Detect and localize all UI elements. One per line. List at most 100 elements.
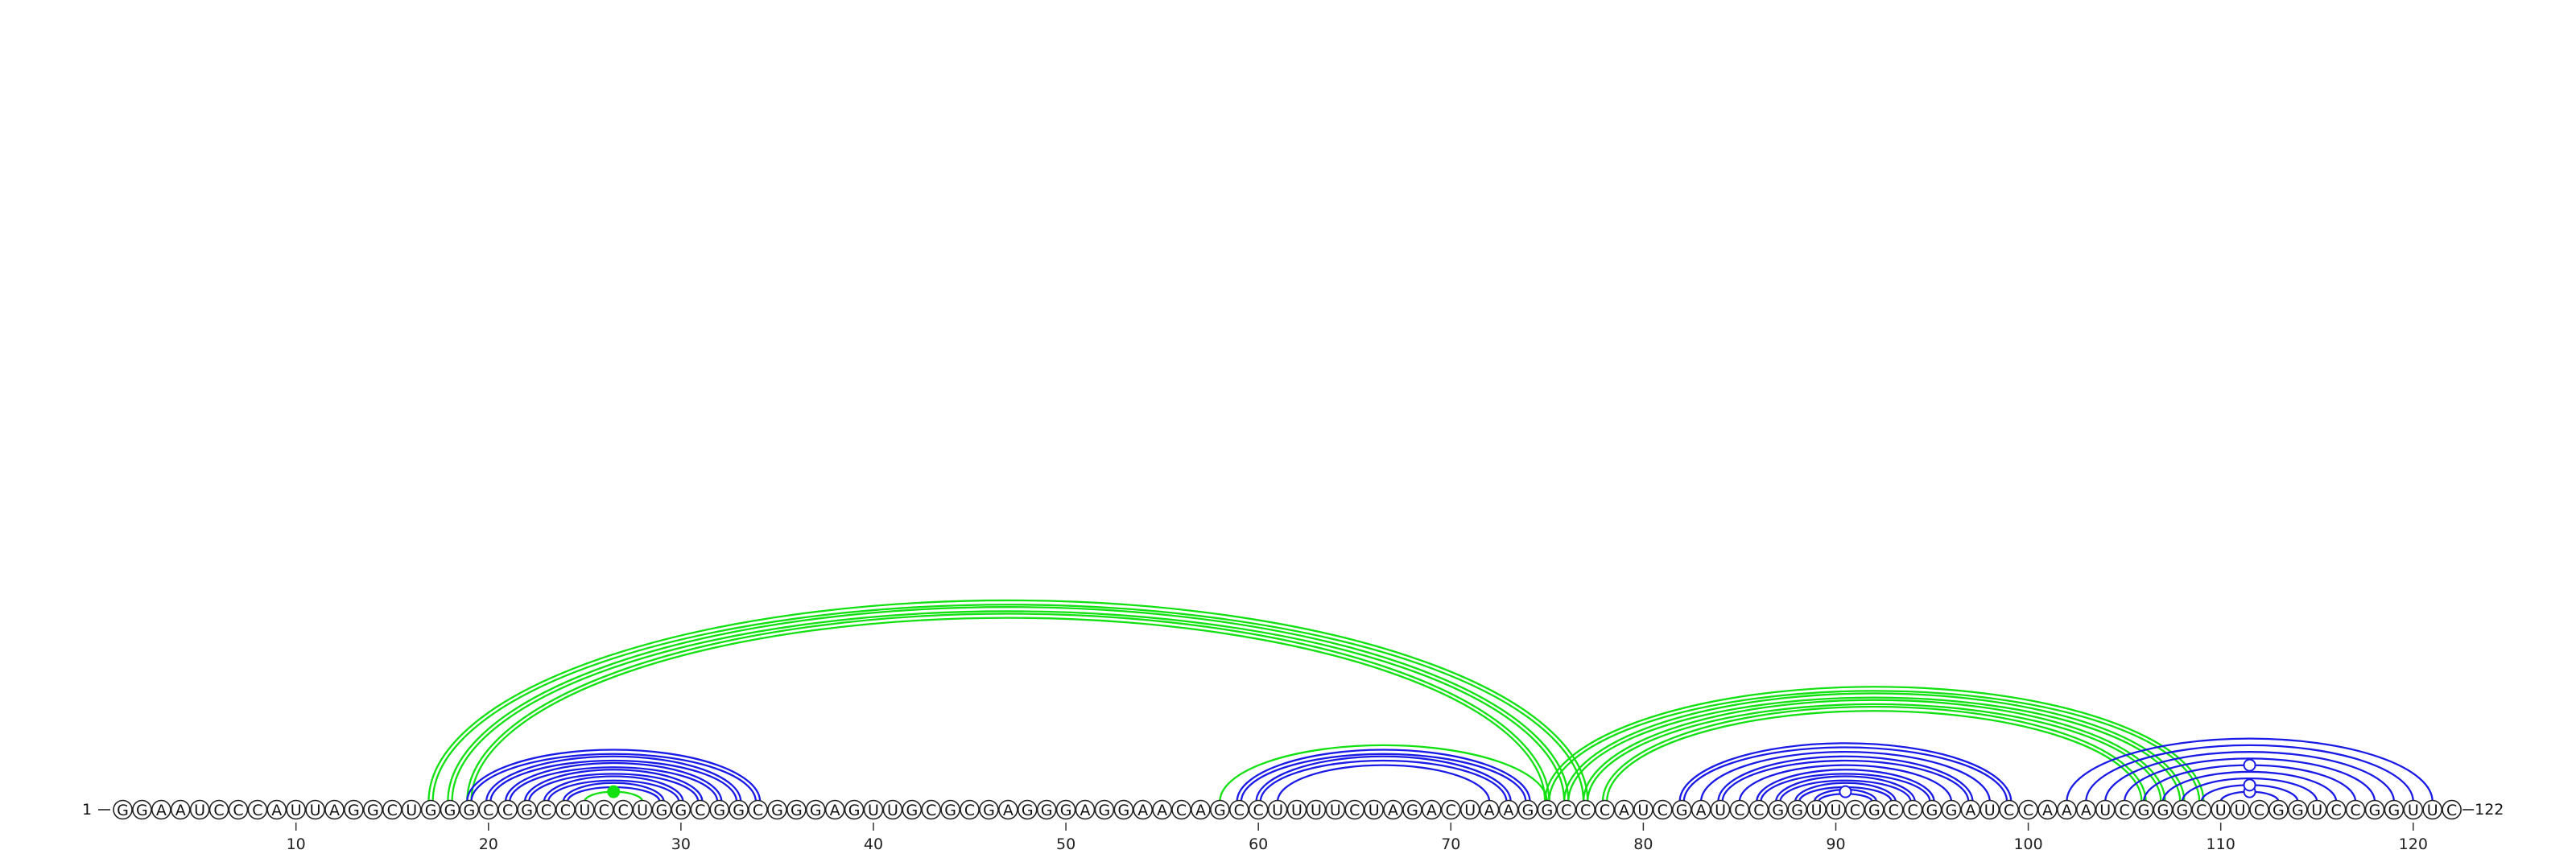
nucleotide-82-letter: G	[1676, 802, 1688, 819]
nucleotide-96-circle	[1941, 799, 1962, 820]
nucleotide-28: U	[632, 799, 653, 820]
nucleotide-47: A	[998, 799, 1018, 820]
nucleotide-45-circle	[960, 799, 980, 820]
nucleotide-53-circle	[1113, 799, 1134, 820]
nucleotide-48-letter: G	[1022, 802, 1034, 819]
nucleotide-77-circle	[1575, 799, 1596, 820]
base-pair-arc-17-77-inner	[431, 604, 1585, 802]
nucleotide-87: G	[1768, 799, 1789, 820]
nucleotide-27: C	[613, 799, 634, 820]
nucleotide-107-circle	[2153, 799, 2174, 820]
nucleotide-116-letter: C	[2331, 802, 2342, 819]
nucleotide-109-circle	[2191, 799, 2212, 820]
nucleotide-112: C	[2249, 799, 2269, 820]
nucleotide-118-letter: G	[2369, 802, 2381, 819]
position-axis: 10 20 30 40 50 60 70 80 90 100 110 120	[287, 823, 2428, 853]
nucleotide-55-letter: A	[1157, 802, 1167, 819]
base-pair-arc-82-99-outer	[1678, 742, 2013, 802]
backbone: 1 122	[82, 801, 2504, 819]
nucleotide-74-letter: G	[1522, 802, 1534, 819]
base-pair-arc-88-93-outer	[1794, 782, 1897, 802]
nucleotide-50-circle	[1055, 799, 1076, 820]
nucleotide-62-letter: U	[1291, 802, 1302, 819]
nucleotide-119: G	[2384, 799, 2405, 820]
nucleotide-71-circle	[1459, 799, 1480, 820]
nucleotide-11-circle	[305, 799, 325, 820]
nucleotide-1-circle	[113, 799, 133, 820]
nucleotide-36-letter: G	[791, 802, 803, 819]
base-pair-arc-85-96	[1738, 764, 1953, 802]
nucleotide-56-circle	[1171, 799, 1191, 820]
nucleotide-76: C	[1556, 799, 1577, 820]
nucleotide-116: C	[2326, 799, 2347, 820]
nucleotide-52-letter: G	[1099, 802, 1111, 819]
base-pair-arc-20-33-inner	[489, 759, 738, 802]
nucleotide-13: G	[344, 799, 364, 820]
nucleotide-103-circle	[2076, 799, 2096, 820]
base-pair-arc-19-75-inner	[470, 617, 1546, 802]
nucleotide-15: C	[382, 799, 402, 820]
base-pair-arc-18-76-outer	[447, 606, 1570, 802]
nucleotide-68: G	[1402, 799, 1422, 820]
nucleotide-94-letter: C	[1907, 802, 1918, 819]
nucleotide-6-letter: C	[213, 802, 224, 819]
nucleotide-17: G	[420, 799, 441, 820]
nucleotide-72: A	[1479, 799, 1500, 820]
nucleotide-111-letter: U	[2235, 802, 2246, 819]
nucleotide-27-letter: C	[618, 802, 629, 819]
nucleotide-77: C	[1575, 799, 1596, 820]
nucleotide-26: C	[593, 799, 614, 820]
base-pair-arc-105-118	[2123, 757, 2376, 802]
nucleotide-91: C	[1845, 799, 1865, 820]
nucleotide-102: A	[2057, 799, 2077, 820]
nucleotide-65: C	[1344, 799, 1365, 820]
nucleotide-59: C	[1228, 799, 1249, 820]
nucleotide-108-letter: G	[2177, 802, 2189, 819]
nucleotide-16-letter: U	[406, 802, 417, 819]
nucleotide-79: A	[1614, 799, 1634, 820]
nucleotide-5-letter: U	[194, 802, 205, 819]
nucleotide-14: G	[363, 799, 383, 820]
nucleotide-15-letter: C	[387, 802, 398, 819]
base-pair-arc-59-74-inner	[1240, 753, 1527, 802]
nucleotide-64-circle	[1325, 799, 1346, 820]
nucleotide-79-circle	[1614, 799, 1634, 820]
base-pair-arc-103-120	[2085, 744, 2414, 802]
nucleotide-98-letter: U	[1984, 802, 1996, 819]
nucleotide-12: A	[324, 799, 345, 820]
nucleotide-42: G	[902, 799, 923, 820]
nucleotide-4-letter: A	[175, 802, 186, 819]
base-pair-arc-21-32-inner	[509, 766, 719, 802]
nucleotide-56-letter: C	[1176, 802, 1187, 819]
nucleotide-19: G	[459, 799, 480, 820]
nucleotide-89-circle	[1806, 799, 1827, 820]
nucleotide-18-circle	[440, 799, 460, 820]
nucleotide-73-letter: A	[1504, 802, 1514, 819]
nucleotide-90-circle	[1826, 799, 1846, 820]
nucleotide-79-letter: A	[1619, 802, 1629, 819]
nucleotide-109-letter: C	[2196, 802, 2207, 819]
nucleotide-35-circle	[767, 799, 787, 820]
nucleotide-7-circle	[228, 799, 249, 820]
nucleotide-83-letter: A	[1696, 802, 1707, 819]
nucleotide-115-letter: U	[2311, 802, 2322, 819]
nucleotide-69-letter: A	[1426, 802, 1437, 819]
nucleotide-112-circle	[2249, 799, 2269, 820]
nucleotide-31: C	[690, 799, 711, 820]
nucleotide-22-circle	[517, 799, 537, 820]
nucleotide-90: U	[1826, 799, 1846, 820]
nucleotide-64-letter: U	[1330, 802, 1341, 819]
nucleotide-59-letter: C	[1234, 802, 1245, 819]
base-pair-arc-86-95-outer	[1756, 769, 1935, 802]
nucleotide-92-letter: G	[1868, 802, 1880, 819]
nucleotide-28-letter: U	[637, 802, 648, 819]
tick-label-40: 40	[864, 835, 883, 853]
nucleotide-46-circle	[979, 799, 999, 820]
nucleotide-106-circle	[2133, 799, 2154, 820]
nucleotide-25-letter: U	[579, 802, 590, 819]
nucleotide-84: U	[1710, 799, 1731, 820]
base-pair-arc-19-75-outer	[466, 613, 1550, 802]
nucleotide-36-circle	[786, 799, 807, 820]
nucleotide-38-letter: A	[830, 802, 840, 819]
nucleotide-112-letter: C	[2254, 802, 2264, 819]
